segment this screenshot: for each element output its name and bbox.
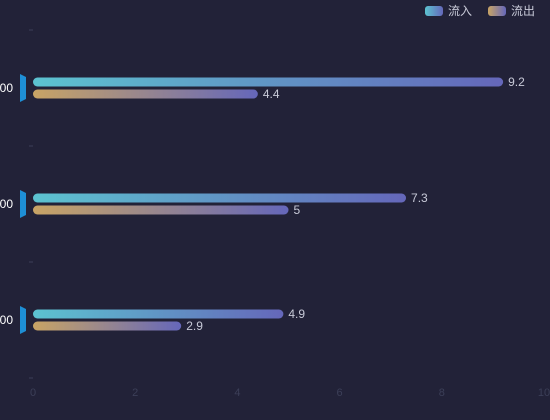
category-marker — [20, 74, 26, 102]
value-label-outflow: 4.4 — [263, 87, 280, 101]
category-marker — [20, 306, 26, 334]
value-label-inflow: 4.9 — [288, 307, 305, 321]
plot-area: 0 2 4 6 8 10 00 9.2 4.4 00 7.3 5 00 4.9 2.9 — [0, 29, 550, 399]
x-tick-label: 4 — [234, 387, 240, 399]
bar-inflow[interactable] — [33, 77, 504, 87]
value-label-outflow: 2.9 — [186, 319, 203, 333]
value-label-inflow: 7.3 — [411, 191, 428, 205]
bar-outflow[interactable] — [33, 321, 182, 331]
category-label: 00 — [0, 197, 13, 211]
legend-item-outflow[interactable]: 流出 — [488, 4, 535, 18]
legend-swatch-outflow — [488, 6, 506, 16]
legend[interactable]: 流入 流出 — [425, 4, 535, 18]
value-label-outflow: 5 — [294, 203, 301, 217]
category-marker — [20, 190, 26, 218]
legend-item-inflow[interactable]: 流入 — [425, 4, 472, 18]
category-label: 00 — [0, 313, 13, 327]
x-tick-label: 0 — [30, 387, 36, 399]
bar-outflow[interactable] — [33, 89, 258, 99]
bar-inflow[interactable] — [33, 193, 407, 203]
x-tick-label: 8 — [439, 387, 445, 399]
category-label: 00 — [0, 81, 13, 95]
x-tick-label: 6 — [337, 387, 343, 399]
x-tick-label: 2 — [132, 387, 138, 399]
legend-swatch-inflow — [425, 6, 443, 16]
legend-label-outflow: 流出 — [511, 4, 535, 18]
bar-inflow[interactable] — [33, 309, 284, 319]
value-label-inflow: 9.2 — [508, 75, 525, 89]
legend-label-inflow: 流入 — [448, 4, 472, 18]
x-tick-label: 10 — [538, 387, 550, 399]
bar-outflow[interactable] — [33, 205, 289, 215]
